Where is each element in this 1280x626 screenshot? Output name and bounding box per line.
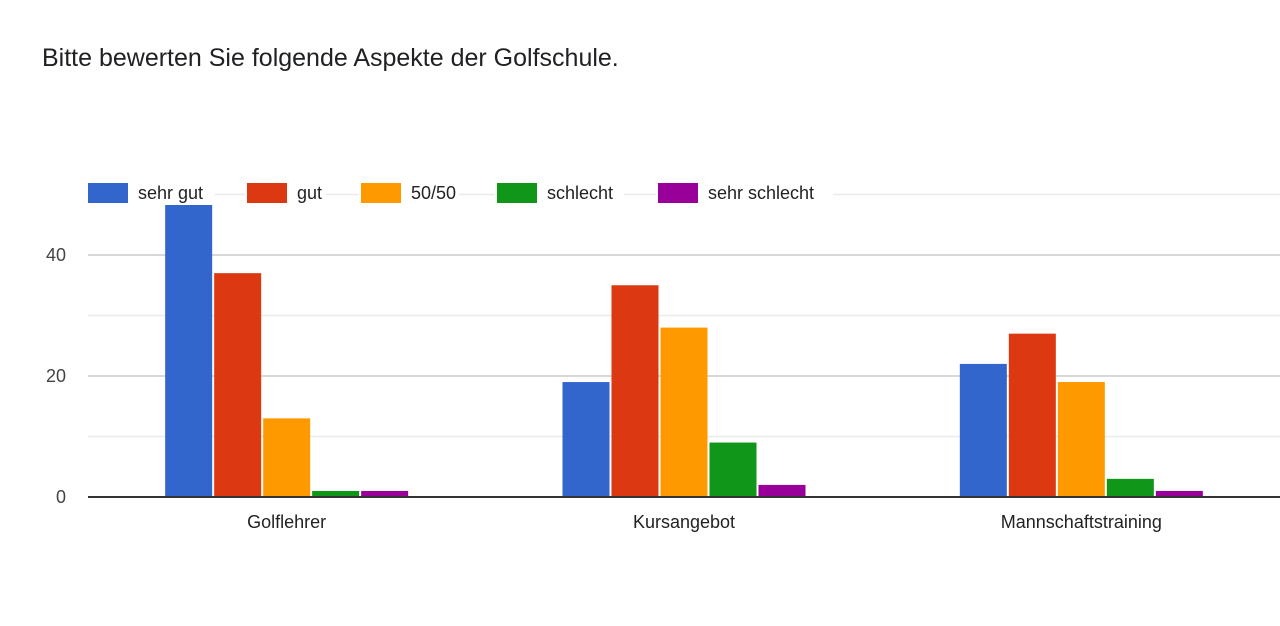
legend-label: sehr schlecht bbox=[708, 183, 814, 203]
legend-swatch bbox=[361, 183, 401, 203]
bar-sehr-gut-kursangebot bbox=[562, 382, 610, 497]
legend-label: schlecht bbox=[547, 183, 613, 203]
bar-gut-kursangebot bbox=[611, 285, 659, 497]
legend-label: gut bbox=[297, 183, 322, 203]
legend-swatch bbox=[497, 183, 537, 203]
y-tick-label: 40 bbox=[46, 245, 66, 265]
bar-sehr-gut-mannschaftstraining bbox=[959, 363, 1007, 497]
legend-label: sehr gut bbox=[138, 183, 203, 203]
bar-sehr-schlecht-kursangebot bbox=[758, 484, 806, 497]
y-tick-label: 20 bbox=[46, 366, 66, 386]
x-category-label: Kursangebot bbox=[633, 512, 735, 532]
y-tick-label: 0 bbox=[56, 487, 66, 507]
bar-50-50-golflehrer bbox=[263, 418, 311, 497]
x-category-label: Mannschaftstraining bbox=[1001, 512, 1162, 532]
bar-schlecht-kursangebot bbox=[709, 442, 757, 497]
legend-swatch bbox=[658, 183, 698, 203]
bar-schlecht-mannschaftstraining bbox=[1106, 478, 1154, 497]
bar-gut-golflehrer bbox=[214, 273, 262, 497]
x-category-label: Golflehrer bbox=[247, 512, 326, 532]
legend-label: 50/50 bbox=[411, 183, 456, 203]
bar-50-50-mannschaftstraining bbox=[1057, 382, 1105, 497]
bar-sehr-schlecht-golflehrer bbox=[361, 490, 409, 497]
bar-50-50-kursangebot bbox=[660, 327, 708, 497]
bar-schlecht-golflehrer bbox=[312, 490, 360, 497]
page-title: Bitte bewerten Sie folgende Aspekte der … bbox=[42, 44, 619, 72]
bar-gut-mannschaftstraining bbox=[1008, 333, 1056, 497]
legend-swatch bbox=[88, 183, 128, 203]
bar-sehr-gut-golflehrer bbox=[165, 200, 213, 498]
bar-sehr-schlecht-mannschaftstraining bbox=[1155, 490, 1203, 497]
legend-swatch bbox=[247, 183, 287, 203]
